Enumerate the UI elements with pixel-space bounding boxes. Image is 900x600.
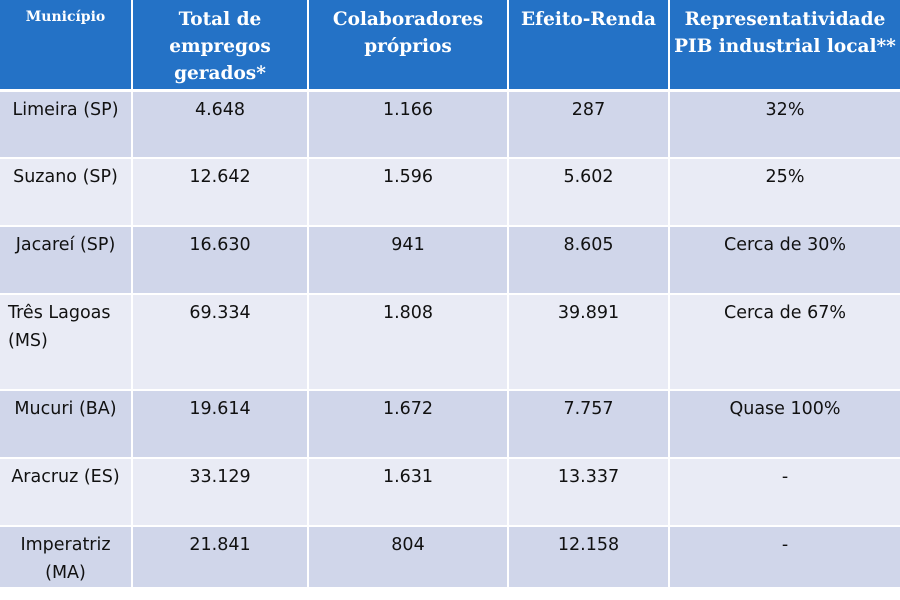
cell-representatividade: 32% [669,90,900,159]
cell-empregos: 19.614 [132,390,309,459]
cell-colaboradores: 804 [308,526,509,589]
cell-empregos: 33.129 [132,458,309,527]
table-row: Jacareí (SP) 16.630 941 8.605 Cerca de 3… [0,226,900,295]
table-row: Mucuri (BA) 19.614 1.672 7.757 Quase 100… [0,390,900,459]
cell-municipio: Aracruz (ES) [0,458,133,527]
cell-representatividade: Quase 100% [669,390,900,459]
cell-efeito-renda: 12.158 [508,526,670,589]
cell-colaboradores: 1.672 [308,390,509,459]
header-efeito-renda: Efeito-Renda [508,0,670,92]
cell-efeito-renda: 7.757 [508,390,670,459]
cell-efeito-renda: 39.891 [508,294,670,391]
cell-colaboradores: 1.596 [308,158,509,227]
cell-efeito-renda: 5.602 [508,158,670,227]
header-row: Município Total de empregos gerados* Col… [0,0,900,92]
table-row: Três Lagoas (MS) 69.334 1.808 39.891 Cer… [0,294,900,391]
cell-colaboradores: 1.808 [308,294,509,391]
cell-municipio: Imperatriz (MA) [0,526,133,589]
table-row: Limeira (SP) 4.648 1.166 287 32% [0,90,900,159]
header-total-empregos: Total de empregos gerados* [132,0,309,92]
cell-representatividade: - [669,458,900,527]
cell-representatividade: - [669,526,900,589]
cell-municipio: Três Lagoas (MS) [0,294,133,391]
header-representatividade: Representatividade PIB industrial local*… [669,0,900,92]
cell-empregos: 4.648 [132,90,309,159]
cell-representatividade: Cerca de 30% [669,226,900,295]
cell-municipio: Suzano (SP) [0,158,133,227]
cell-representatividade: Cerca de 67% [669,294,900,391]
cell-empregos: 16.630 [132,226,309,295]
cell-municipio: Mucuri (BA) [0,390,133,459]
cell-colaboradores: 1.166 [308,90,509,159]
cell-efeito-renda: 287 [508,90,670,159]
cell-empregos: 69.334 [132,294,309,391]
cell-efeito-renda: 8.605 [508,226,670,295]
header-municipio: Município [0,0,133,92]
cell-colaboradores: 941 [308,226,509,295]
cell-municipio: Jacareí (SP) [0,226,133,295]
cell-municipio: Limeira (SP) [0,90,133,159]
table-row: Suzano (SP) 12.642 1.596 5.602 25% [0,158,900,227]
cell-representatividade: 25% [669,158,900,227]
cell-efeito-renda: 13.337 [508,458,670,527]
table-row: Imperatriz (MA) 21.841 804 12.158 - [0,526,900,589]
cell-colaboradores: 1.631 [308,458,509,527]
cell-empregos: 12.642 [132,158,309,227]
table-row: Aracruz (ES) 33.129 1.631 13.337 - [0,458,900,527]
header-colaboradores: Colaboradores próprios [308,0,509,92]
cell-empregos: 21.841 [132,526,309,589]
